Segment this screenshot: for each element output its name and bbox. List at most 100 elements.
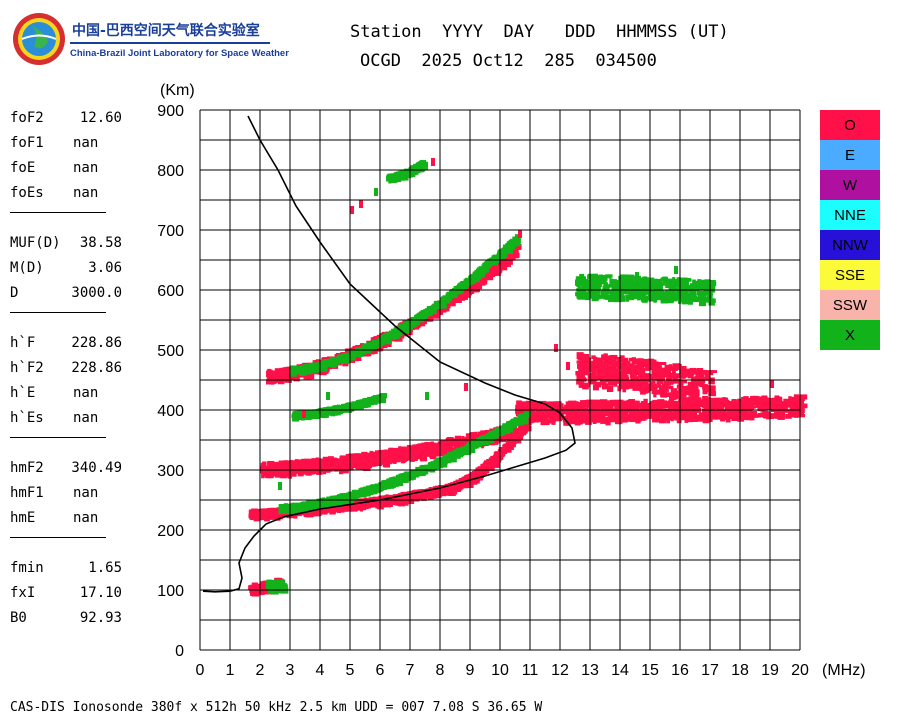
echo-mark-o <box>656 389 662 395</box>
echo-mark-o <box>769 397 775 402</box>
echo-mark-o <box>650 407 655 414</box>
echo-mark-o <box>681 391 687 398</box>
echo-mark-o <box>685 397 690 404</box>
echo-mark-o <box>672 378 680 384</box>
echo-mark-o <box>634 381 642 387</box>
param-separator <box>10 312 106 313</box>
echo-mark-o <box>364 452 372 458</box>
echo-mark-o <box>704 370 710 376</box>
echo-mark-o <box>666 416 671 424</box>
echo-mark-o <box>604 363 609 367</box>
echo-mark-o <box>514 244 522 250</box>
echo-mark-o <box>347 456 352 463</box>
echo-mark-o <box>676 417 682 424</box>
echo-mark-o <box>338 507 346 512</box>
echo-mark-o <box>297 459 303 466</box>
echo-mark-x <box>366 486 371 493</box>
echo-mark-o <box>705 416 713 423</box>
param-label: foF1 <box>10 135 44 151</box>
echo-mark-o <box>278 460 285 465</box>
echo-mark-o <box>720 416 727 421</box>
param-value: 92.93 <box>79 610 122 626</box>
echo-mark-o <box>674 404 681 408</box>
echo-mark-o <box>580 382 585 388</box>
echo-mark-o <box>578 368 584 374</box>
echo-mark-o <box>640 401 647 405</box>
echo-mark-o <box>606 385 614 393</box>
echo-mark-o <box>498 450 506 456</box>
echo-mark-x <box>520 417 529 425</box>
echo-mark-x <box>423 467 432 471</box>
echo-mark-o <box>602 411 608 416</box>
echo-mark-o <box>576 360 580 364</box>
echo-mark-o <box>319 509 328 515</box>
echo-mark-o <box>601 361 608 366</box>
echo-mark-o <box>678 415 684 420</box>
echo-mark-o <box>465 433 472 437</box>
echo-mark-o <box>731 404 737 410</box>
ionogram-chart: 0 1 2 3 4 5 6 7 8 9 10 11 12 13 14 15 16 17 18 19 2001002003… <box>157 82 865 679</box>
echo-mark-o <box>775 396 781 400</box>
echo-mark-o <box>659 390 665 397</box>
echo-mark-o <box>693 394 700 400</box>
echo-mark-x <box>442 459 448 465</box>
echo-mark-x <box>460 450 465 457</box>
echo-mark-o <box>294 468 302 474</box>
echo-mark-o <box>701 408 708 414</box>
echo-mark-o <box>790 410 797 418</box>
echo-mark-o <box>378 501 386 508</box>
echo-mark-o <box>679 365 687 371</box>
echo-mark-o <box>389 450 397 458</box>
echo-mark-o <box>622 382 630 390</box>
echo-mark-o <box>601 384 606 390</box>
echo-mark-o <box>665 393 670 397</box>
echo-mark-o <box>480 463 486 470</box>
echo-mark-x <box>521 414 529 421</box>
echo-mark-o <box>550 407 556 414</box>
echo-mark-o <box>703 386 709 391</box>
echo-mark-o <box>491 456 496 462</box>
echo-mark-o <box>793 402 798 406</box>
echo-mark-o <box>742 409 748 413</box>
echo-mark-o <box>445 486 450 493</box>
echo-mark-o <box>495 452 499 457</box>
echo-mark-o <box>651 369 657 374</box>
echo-mark-o <box>576 352 584 360</box>
echo-mark-o <box>321 357 330 361</box>
echo-mark-o <box>642 378 649 384</box>
echo-mark-o <box>581 361 590 368</box>
echo-mark-o <box>531 418 540 423</box>
echo-mark-o <box>752 405 756 409</box>
echo-mark-o <box>551 419 556 425</box>
echo-mark-o <box>369 450 373 457</box>
echo-mark-o <box>511 253 519 259</box>
echo-mark-x <box>352 490 360 496</box>
echo-mark-x <box>362 489 370 497</box>
echo-mark-x <box>502 423 508 427</box>
echo-mark-o <box>640 384 645 391</box>
echo-mark-x <box>455 451 461 459</box>
echo-mark-x <box>320 500 328 508</box>
param-value: nan <box>73 510 99 526</box>
echo-mark-o <box>637 382 644 387</box>
echo-mark-x <box>381 480 386 485</box>
echo-mark-o <box>286 470 292 478</box>
echo-mark-o <box>503 447 512 453</box>
echo-mark-o <box>789 397 796 403</box>
echo-mark-o <box>547 411 555 417</box>
echo-mark-o <box>750 397 755 404</box>
echo-mark-o <box>341 464 346 468</box>
echo-mark-o <box>461 438 467 444</box>
echo-mark-o <box>691 386 699 393</box>
echo-mark-o <box>631 370 636 375</box>
echo-mark-x <box>409 469 417 474</box>
echo-mark-o <box>393 459 397 464</box>
echo-mark-o <box>495 267 503 273</box>
echo-mark-o <box>605 405 611 413</box>
echo-mark-o <box>626 384 635 389</box>
echo-mark-o <box>582 413 589 419</box>
echo-mark-o <box>798 407 805 414</box>
echo-mark-o <box>757 413 762 418</box>
echo-mark-o <box>799 394 808 400</box>
echo-mark-o <box>776 397 783 402</box>
